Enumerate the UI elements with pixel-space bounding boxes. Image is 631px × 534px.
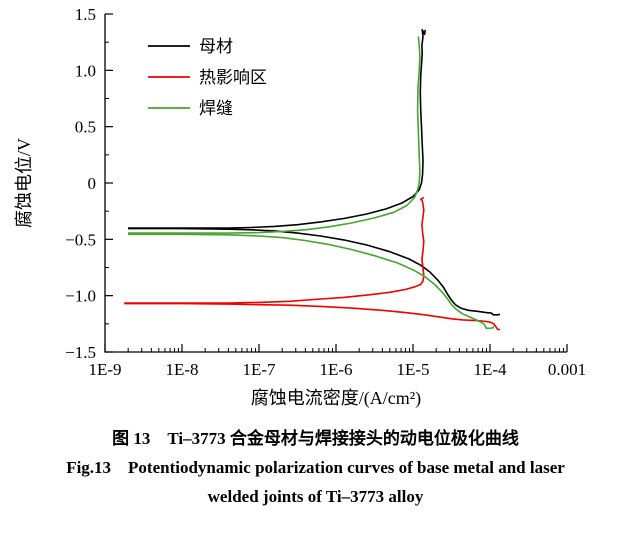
curve-weld-seam-anodic [128,36,421,234]
x-tick-label: 1E-8 [165,360,198,379]
axes [104,14,567,353]
y-axis-title: 腐蚀电位/V [14,138,34,228]
curve-weld-seam-cathodic [128,233,495,330]
curve-heat-affected-zone-anodic [124,196,425,304]
legend-label-base-metal: 母材 [199,37,233,56]
caption-en-line2: welded joints of Ti–3773 alloy [207,487,424,506]
x-tick-label: 1E-7 [242,360,276,379]
y-tick-label: −1.5 [65,343,96,362]
caption-en-line1: Fig.13 Potentiodynamic polarization curv… [66,458,565,477]
chart-svg: 1E-9 1E-8 1E-7 1E-6 1E-5 1E-4 0.001 1.5 1.0 0.5 0 −… [14,5,586,409]
x-tick-label: 1E-5 [396,360,429,379]
x-tick-label: 1E-4 [473,360,507,379]
x-tick-label: 1E-9 [88,360,121,379]
x-axis-title: 腐蚀电流密度/(A/cm²) [251,388,421,409]
y-tick-label: −1.0 [65,287,96,306]
y-tick-label: 1.0 [75,61,96,80]
curve-heat-affected-zone-cathodic [124,302,500,331]
x-tick-label: 1E-6 [319,360,352,379]
curve-base-metal-anodic [128,29,427,229]
y-tick-label: −0.5 [65,230,96,249]
legend-label-weld-seam: 焊缝 [199,99,233,118]
x-tick-label: 0.001 [548,360,586,379]
legend-label-heat-affected-zone: 热影响区 [199,68,267,87]
y-tick-label: 0 [88,174,97,193]
y-tick-label: 1.5 [75,5,96,24]
y-tick-label: 0.5 [75,118,96,137]
caption-zh: 图 13 Ti–3773 合金母材与焊接接头的动电位极化曲线 [112,429,519,448]
polarization-chart: 1E-9 1E-8 1E-7 1E-6 1E-5 1E-4 0.001 1.5 1.0 0.5 0 −… [14,5,586,409]
